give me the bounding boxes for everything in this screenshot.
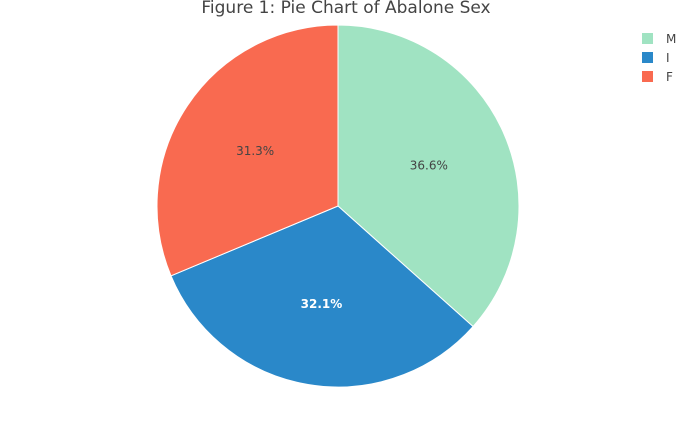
slice-label-m: 36.6%: [410, 158, 448, 172]
legend: MIF: [642, 32, 676, 84]
legend-item-f[interactable]: F: [642, 70, 673, 84]
slice-label-i: 32.1%: [301, 297, 343, 311]
legend-swatch-i: [642, 52, 653, 63]
pie-slices: [156, 24, 520, 388]
slice-label-f: 31.3%: [236, 144, 274, 158]
pie-slice-labels: 36.6% 32.1% 31.3%: [236, 144, 448, 311]
pie-slice-i[interactable]: [170, 205, 474, 388]
legend-swatch-f: [642, 71, 653, 82]
legend-label-f: F: [666, 70, 673, 84]
legend-label-i: I: [666, 51, 670, 65]
legend-item-i[interactable]: I: [642, 51, 670, 65]
legend-label-m: M: [666, 32, 676, 46]
chart-title: Figure 1: Pie Chart of Abalone Sex: [201, 0, 490, 18]
pie-slice-f[interactable]: [156, 24, 339, 277]
legend-item-m[interactable]: M: [642, 32, 676, 46]
legend-swatch-m: [642, 33, 653, 44]
pie-slice-m[interactable]: [337, 24, 520, 328]
